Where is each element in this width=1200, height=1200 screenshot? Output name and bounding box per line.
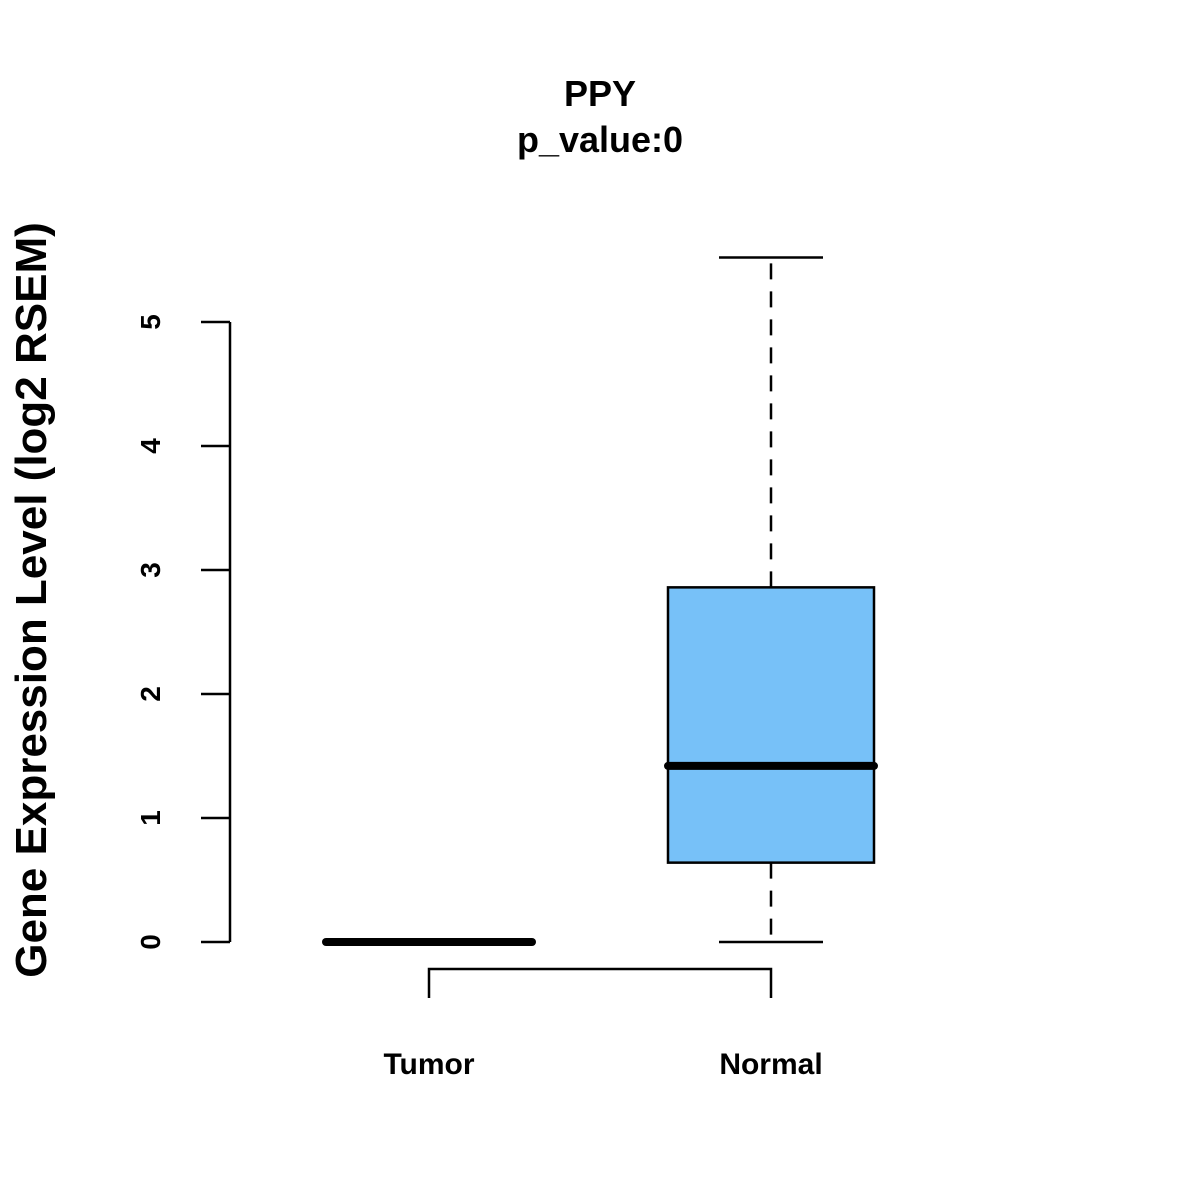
box-group bbox=[322, 256, 878, 946]
normal-box bbox=[666, 586, 876, 864]
category-label-normal: Normal bbox=[719, 1048, 822, 1081]
y-tick-label-1: 1 bbox=[135, 810, 166, 826]
y-tick-label-4: 4 bbox=[135, 438, 166, 454]
chart-subtitle: p_value:0 bbox=[517, 119, 683, 160]
bracket-line bbox=[427, 967, 773, 998]
y-tick-label-0: 0 bbox=[135, 934, 166, 950]
chart-title: PPY bbox=[564, 73, 636, 114]
comparison-bracket bbox=[427, 967, 773, 998]
category-label-tumor: Tumor bbox=[383, 1048, 474, 1081]
y-tick-label-2: 2 bbox=[135, 686, 166, 702]
y-tick-label-3: 3 bbox=[135, 562, 166, 578]
y-axis-label: Gene Expression Level (log2 RSEM) bbox=[7, 222, 56, 978]
y-axis: 0 1 2 3 4 5 bbox=[135, 314, 232, 950]
category-labels: Tumor Normal bbox=[383, 1048, 822, 1081]
y-tick-label-5: 5 bbox=[135, 314, 166, 330]
